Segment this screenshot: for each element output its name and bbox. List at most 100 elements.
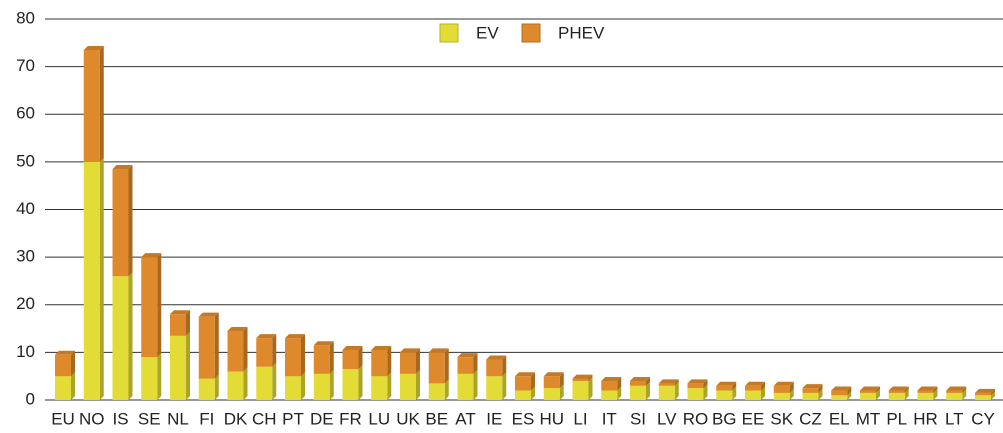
bar-front <box>802 392 819 400</box>
bar-segment <box>630 376 650 386</box>
bar-side <box>71 372 75 400</box>
bar-front <box>572 380 589 400</box>
bar-segment <box>975 388 995 396</box>
bar-top <box>198 312 219 317</box>
bar-front <box>745 390 761 400</box>
bar-front <box>83 161 100 400</box>
bar-segment <box>256 334 277 367</box>
legend-label: PHEV <box>558 23 605 42</box>
bar-side <box>214 374 219 400</box>
bar-side <box>617 376 622 391</box>
bar-side <box>387 345 392 377</box>
bar-segment <box>457 353 478 374</box>
bar-side <box>991 391 995 400</box>
bar-segment <box>141 353 162 400</box>
bar-side <box>329 369 334 400</box>
bar-segment <box>112 272 133 400</box>
bar-side <box>99 45 104 162</box>
bar-front <box>831 390 848 396</box>
bar-side <box>358 365 363 400</box>
bar-segment <box>285 372 305 400</box>
bar-segment <box>831 386 852 396</box>
bar-side <box>531 372 535 391</box>
bar-segment <box>400 369 420 400</box>
bar-front <box>400 373 416 400</box>
bar-top <box>687 379 708 384</box>
bar-side <box>818 388 823 400</box>
bar-front <box>256 366 273 400</box>
bar-side <box>847 386 852 396</box>
bar-side <box>473 369 478 400</box>
x-tick-label: FR <box>339 409 362 428</box>
x-tick-label: ES <box>512 409 535 428</box>
bar-side <box>559 384 564 400</box>
x-tick-label: HR <box>913 409 938 428</box>
bar-side <box>904 388 909 400</box>
bar-side <box>703 379 708 389</box>
bar-segment <box>773 381 794 393</box>
bar-side <box>243 326 248 372</box>
bar-side <box>732 381 737 391</box>
bar-side <box>991 388 995 396</box>
bar-side <box>933 386 938 393</box>
bar-top <box>342 345 363 350</box>
bar-front <box>773 385 790 393</box>
bar-segment <box>371 345 392 377</box>
x-tick-label: CY <box>971 409 995 428</box>
x-tick-label: LT <box>945 409 964 428</box>
bar-side <box>214 312 219 379</box>
bar-segment <box>371 372 392 400</box>
bar-side <box>186 310 190 336</box>
bar-segment <box>141 253 162 358</box>
bar-segment <box>112 165 133 277</box>
y-tick-label: 10 <box>16 342 35 361</box>
bar-front <box>515 376 531 391</box>
x-tick-label: LU <box>368 409 390 428</box>
x-tick-label: CZ <box>799 409 822 428</box>
bar-front <box>112 169 129 277</box>
y-tick-label: 40 <box>16 199 35 218</box>
bar-segment <box>658 379 679 386</box>
bar-side <box>272 362 277 400</box>
bar-side <box>761 386 765 400</box>
bar-side <box>502 372 507 400</box>
bar-front <box>630 385 646 400</box>
bar-segment <box>745 381 765 391</box>
bar-front <box>371 349 388 377</box>
bar-side <box>818 384 823 393</box>
bar-side <box>128 165 133 277</box>
bar-segment <box>55 372 75 400</box>
bar-segment <box>802 384 823 393</box>
bar-side <box>933 388 938 400</box>
bar-side <box>416 348 420 374</box>
y-tick-label: 20 <box>16 294 35 313</box>
bar-segment <box>342 365 363 400</box>
bar-segment <box>313 369 334 400</box>
x-tick-label: EU <box>51 409 75 428</box>
bar-segment <box>888 386 909 393</box>
bar-front <box>773 392 790 400</box>
bar-top <box>285 334 305 339</box>
x-tick-label: SI <box>630 409 646 428</box>
bar-front <box>198 316 215 379</box>
y-tick-label: 0 <box>26 389 35 408</box>
y-tick-label: 80 <box>16 8 35 27</box>
x-tick-label: MT <box>856 409 881 428</box>
bar-front <box>285 338 301 377</box>
bar-top <box>888 386 909 391</box>
bar-segment <box>486 355 507 377</box>
bar-side <box>128 272 133 400</box>
x-tick-label: PL <box>886 409 907 428</box>
bar-side <box>588 376 593 400</box>
x-tick-label: RO <box>683 409 709 428</box>
y-tick-label: 60 <box>16 104 35 123</box>
bar-front <box>486 376 503 400</box>
bar-top <box>946 386 967 391</box>
bar-front <box>831 395 848 400</box>
x-tick-label: LV <box>657 409 677 428</box>
y-tick-label: 50 <box>16 151 35 170</box>
bar-top <box>371 345 392 350</box>
bar-segment <box>83 157 104 400</box>
bar-front <box>572 378 589 381</box>
